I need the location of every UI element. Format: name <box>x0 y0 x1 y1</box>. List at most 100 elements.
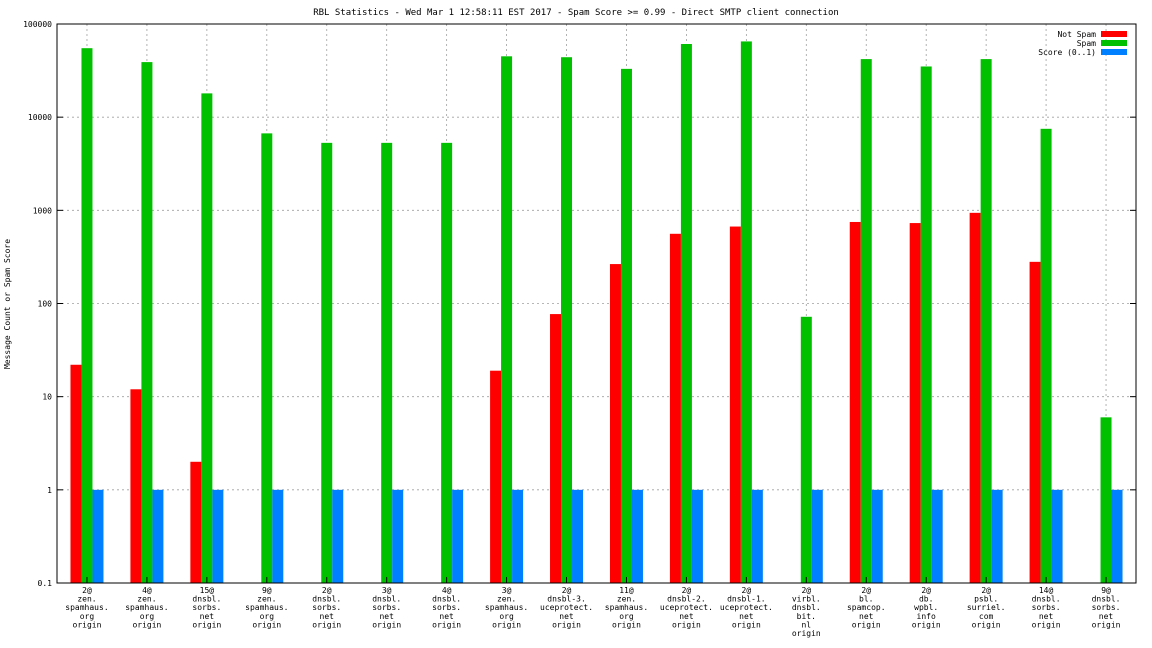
x-category-label: nl <box>801 620 811 629</box>
bar-spam <box>441 142 453 583</box>
y-axis-label: Message Count or Spam Score <box>3 239 12 369</box>
legend-label: Not Spam <box>1057 30 1096 39</box>
x-category-label: net <box>679 612 694 621</box>
x-category-label: surriel. <box>967 603 1006 612</box>
x-category-label: sorbs. <box>1092 603 1121 612</box>
x-category-label: uceprotect. <box>720 603 773 612</box>
x-category-label: origin <box>73 620 102 629</box>
bar-spam <box>620 68 632 583</box>
bar-score-0-1 <box>452 489 464 583</box>
x-category-label: spamcop. <box>847 603 886 612</box>
x-category-label: 14@ <box>1039 586 1054 595</box>
bar-score-0-1 <box>931 489 943 583</box>
x-category-label: 11@ <box>619 586 634 595</box>
x-category-label: origin <box>912 620 941 629</box>
x-category-label: dnsbl. <box>1092 595 1121 604</box>
x-category-label: dnsbl-2. <box>667 595 706 604</box>
bar-score-0-1 <box>751 489 763 583</box>
x-category-label: net <box>559 612 574 621</box>
bar-score-0-1 <box>92 489 104 583</box>
x-category-label: org <box>499 612 514 621</box>
x-category-label: 2@ <box>82 586 92 595</box>
x-category-label: 2@ <box>861 586 871 595</box>
x-category-label: origin <box>252 620 281 629</box>
x-category-label: origin <box>852 620 881 629</box>
x-category-label: sorbs. <box>312 603 341 612</box>
x-category-label: uceprotect. <box>660 603 713 612</box>
x-category-label: origin <box>132 620 161 629</box>
y-tick-label: 100 <box>38 300 53 309</box>
bar-score-0-1 <box>631 489 643 583</box>
legend-swatch <box>1101 40 1127 46</box>
bar-score-0-1 <box>1111 489 1123 583</box>
x-category-label: org <box>619 612 634 621</box>
x-category-label: org <box>140 612 155 621</box>
x-category-label: origin <box>792 629 821 638</box>
bar-not-spam <box>130 389 142 583</box>
x-category-label: dnsbl. <box>792 603 821 612</box>
x-category-label: dnsbl-3. <box>547 595 586 604</box>
x-category-label: zen. <box>497 595 516 604</box>
bar-not-spam <box>969 212 981 583</box>
y-axis-ticks: 0.1 1 10 100 1000 10000 100000 <box>23 20 1136 588</box>
bar-spam <box>81 48 93 584</box>
legend-swatch <box>1101 31 1127 37</box>
x-category-label: virbl. <box>792 595 821 604</box>
bars <box>70 41 1123 584</box>
bar-score-0-1 <box>1051 489 1063 583</box>
bar-spam <box>201 93 213 583</box>
x-category-label: sorbs. <box>192 603 221 612</box>
x-category-label: sorbs. <box>372 603 401 612</box>
x-category-label: origin <box>732 620 761 629</box>
bar-not-spam <box>849 221 861 584</box>
bar-score-0-1 <box>871 489 883 583</box>
x-category-label: sorbs. <box>1032 603 1061 612</box>
x-category-label: net <box>200 612 215 621</box>
x-category-label: spamhaus. <box>125 603 168 612</box>
x-category-label: com <box>979 612 994 621</box>
x-category-label: 4@ <box>442 586 452 595</box>
x-category-label: spamhaus. <box>245 603 288 612</box>
bar-spam <box>321 142 333 583</box>
x-category-label: dnsbl. <box>192 595 221 604</box>
x-category-label: 2@ <box>981 586 991 595</box>
x-axis-labels: 2@zen.spamhaus.orgorigin4@zen.spamhaus.o… <box>65 586 1120 638</box>
legend-label: Spam <box>1077 39 1096 48</box>
bar-spam <box>1040 128 1052 583</box>
x-category-label: 2@ <box>322 586 332 595</box>
bar-spam <box>920 66 932 583</box>
bar-spam <box>1100 417 1112 583</box>
x-category-label: origin <box>432 620 461 629</box>
x-category-label: origin <box>492 620 521 629</box>
x-category-label: zen. <box>137 595 156 604</box>
x-category-label: wpbl. <box>914 603 938 612</box>
bar-score-0-1 <box>392 489 404 583</box>
bar-spam <box>680 44 692 583</box>
chart-title: RBL Statistics - Wed Mar 1 12:58:11 EST … <box>313 8 839 18</box>
bar-score-0-1 <box>691 489 703 583</box>
x-category-label: net <box>859 612 874 621</box>
x-category-label: 9@ <box>1101 586 1111 595</box>
bar-not-spam <box>669 233 681 583</box>
x-category-label: dnsbl. <box>312 595 341 604</box>
y-tick-label: 100000 <box>23 20 52 29</box>
x-category-label: org <box>80 612 95 621</box>
x-category-label: bl. <box>859 595 873 604</box>
x-category-label: origin <box>972 620 1001 629</box>
x-category-label: 9@ <box>262 586 272 595</box>
x-category-label: origin <box>192 620 221 629</box>
bar-not-spam <box>490 370 502 583</box>
x-category-label: 3@ <box>382 586 392 595</box>
x-category-label: 4@ <box>142 586 152 595</box>
bar-score-0-1 <box>332 489 344 583</box>
bar-spam <box>561 57 573 584</box>
x-category-label: 2@ <box>921 586 931 595</box>
x-category-label: org <box>260 612 275 621</box>
legend-swatch <box>1101 49 1127 55</box>
x-category-label: origin <box>612 620 641 629</box>
x-category-label: origin <box>1092 620 1121 629</box>
x-category-label: 15@ <box>200 586 215 595</box>
bar-spam <box>501 56 513 584</box>
x-category-label: origin <box>552 620 581 629</box>
